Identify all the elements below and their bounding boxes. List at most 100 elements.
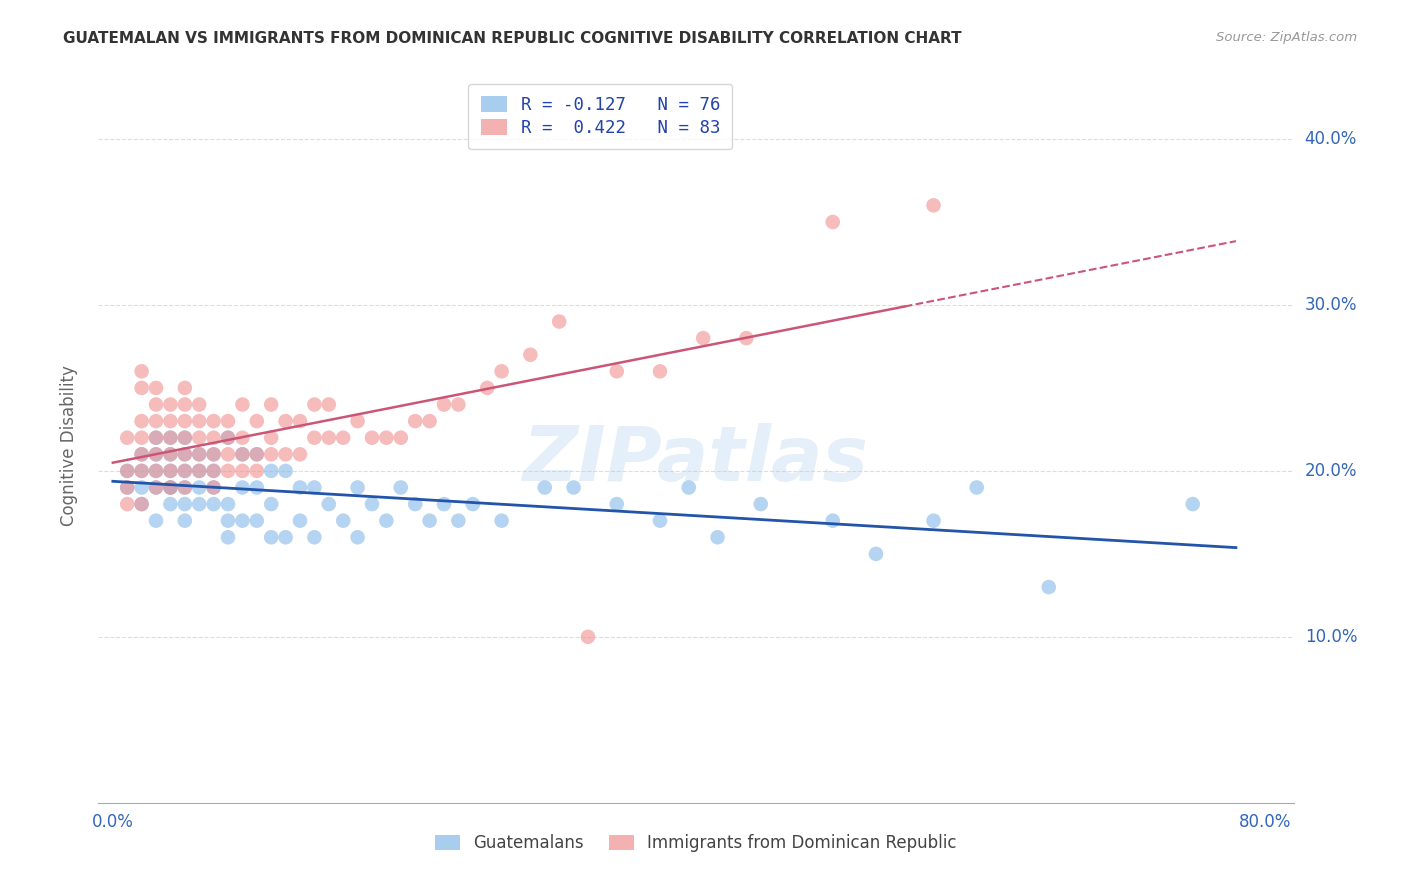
Point [332,514,354,528]
Point [217,447,239,461]
Point [1038,580,1060,594]
Point [346,481,368,495]
Point [173,447,195,461]
Point [145,431,167,445]
Point [145,447,167,461]
Point [202,464,225,478]
Point [145,464,167,478]
Point [131,464,153,478]
Point [202,497,225,511]
Point [202,414,225,428]
Point [159,464,181,478]
Point [821,215,844,229]
Point [131,464,153,478]
Point [231,447,253,461]
Point [188,414,211,428]
Point [217,514,239,528]
Point [145,381,167,395]
Point [1181,497,1204,511]
Point [447,397,470,411]
Text: 30.0%: 30.0% [1305,296,1357,314]
Point [332,431,354,445]
Point [217,431,239,445]
Point [246,464,269,478]
Point [318,497,340,511]
Point [173,381,195,395]
Point [678,481,700,495]
Point [115,497,138,511]
Point [217,497,239,511]
Text: GUATEMALAN VS IMMIGRANTS FROM DOMINICAN REPUBLIC COGNITIVE DISABILITY CORRELATIO: GUATEMALAN VS IMMIGRANTS FROM DOMINICAN … [63,31,962,46]
Point [159,481,181,495]
Point [202,447,225,461]
Point [131,414,153,428]
Point [188,397,211,411]
Point [548,314,571,328]
Legend: Guatemalans, Immigrants from Dominican Republic: Guatemalans, Immigrants from Dominican R… [429,828,963,859]
Point [202,481,225,495]
Point [115,464,138,478]
Point [274,414,297,428]
Point [375,514,398,528]
Point [821,514,844,528]
Point [246,447,269,461]
Point [131,431,153,445]
Point [145,447,167,461]
Point [159,431,181,445]
Point [131,447,153,461]
Point [173,464,195,478]
Point [231,447,253,461]
Point [260,497,283,511]
Point [419,414,441,428]
Point [735,331,758,345]
Point [131,497,153,511]
Point [159,464,181,478]
Point [159,447,181,461]
Point [404,414,426,428]
Point [260,464,283,478]
Point [692,331,714,345]
Point [865,547,887,561]
Point [145,464,167,478]
Point [145,431,167,445]
Point [606,364,628,378]
Point [217,464,239,478]
Point [217,530,239,544]
Point [115,431,138,445]
Point [389,481,412,495]
Point [404,497,426,511]
Point [419,514,441,528]
Point [648,364,671,378]
Text: 10.0%: 10.0% [1305,628,1357,646]
Point [260,447,283,461]
Point [346,414,368,428]
Point [145,481,167,495]
Point [246,447,269,461]
Point [606,497,628,511]
Point [159,497,181,511]
Point [173,447,195,461]
Point [749,497,772,511]
Text: Source: ZipAtlas.com: Source: ZipAtlas.com [1216,31,1357,45]
Point [131,381,153,395]
Point [131,447,153,461]
Point [346,530,368,544]
Point [231,397,253,411]
Point [246,514,269,528]
Point [217,431,239,445]
Point [231,464,253,478]
Point [533,481,555,495]
Point [288,481,311,495]
Point [202,481,225,495]
Point [648,514,671,528]
Point [202,447,225,461]
Point [260,431,283,445]
Text: 40.0%: 40.0% [1305,130,1357,148]
Point [389,431,412,445]
Point [576,630,599,644]
Point [231,431,253,445]
Point [318,397,340,411]
Point [159,481,181,495]
Point [173,497,195,511]
Point [115,464,138,478]
